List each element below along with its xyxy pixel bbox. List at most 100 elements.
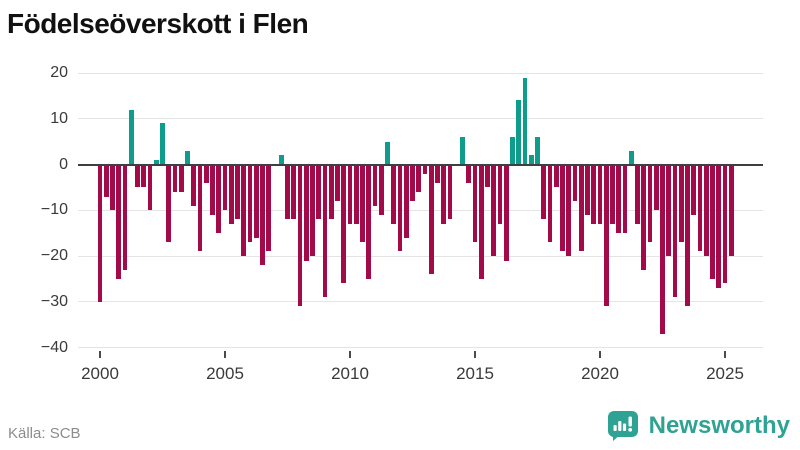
quarter-bar bbox=[147, 164, 153, 211]
quarter-bar bbox=[641, 164, 647, 270]
quarter-bar bbox=[410, 164, 415, 202]
quarter-bar bbox=[328, 164, 334, 220]
x-axis-tick bbox=[724, 351, 726, 358]
gridline bbox=[78, 255, 763, 257]
quarter-bar bbox=[285, 164, 290, 220]
quarter-bar bbox=[603, 164, 609, 307]
quarter-bar bbox=[553, 164, 559, 188]
quarter-bar bbox=[266, 164, 272, 252]
quarter-bar bbox=[516, 100, 522, 165]
x-axis-tick bbox=[349, 351, 351, 358]
quarter-bar bbox=[428, 164, 434, 275]
quarter-bar bbox=[710, 164, 715, 279]
quarter-bar bbox=[622, 164, 628, 234]
quarter-bar bbox=[466, 164, 472, 183]
quarter-bar bbox=[566, 164, 572, 256]
quarter-bar bbox=[503, 164, 509, 261]
quarter-bar bbox=[616, 164, 622, 234]
quarter-bar bbox=[347, 164, 353, 224]
quarter-bar bbox=[728, 164, 734, 256]
quarter-bar bbox=[697, 164, 703, 252]
quarter-bar bbox=[166, 164, 172, 243]
quarter-bar bbox=[191, 164, 197, 206]
quarter-bar bbox=[703, 164, 709, 256]
quarter-bar bbox=[585, 164, 590, 215]
x-axis-tick-label: 2015 bbox=[456, 364, 494, 383]
quarter-bar bbox=[353, 164, 359, 224]
quarter-bar bbox=[560, 164, 565, 252]
y-axis-tick-label: −10 bbox=[40, 201, 68, 219]
source-label: Källa: SCB bbox=[8, 425, 81, 442]
quarter-bar bbox=[478, 164, 484, 279]
newsworthy-bar-chart-icon bbox=[607, 410, 641, 442]
gridline bbox=[78, 301, 763, 303]
quarter-bar bbox=[316, 164, 322, 220]
y-axis-tick-label: −20 bbox=[40, 247, 68, 264]
quarter-bar bbox=[241, 164, 247, 256]
quarter-bar bbox=[322, 164, 328, 298]
quarter-bar bbox=[153, 159, 159, 165]
gridline bbox=[78, 72, 763, 74]
quarter-bar bbox=[341, 164, 347, 284]
quarter-bar bbox=[366, 164, 372, 279]
quarter-bar bbox=[666, 164, 672, 256]
quarter-bar bbox=[485, 164, 490, 188]
quarter-bar bbox=[597, 164, 603, 224]
quarter-bar bbox=[160, 123, 165, 165]
x-axis-tick bbox=[474, 351, 476, 358]
quarter-bar bbox=[722, 164, 728, 284]
y-axis-tick-label: 0 bbox=[59, 155, 68, 173]
quarter-bar bbox=[578, 164, 584, 252]
quarter-bar bbox=[197, 164, 203, 252]
quarter-bar bbox=[178, 164, 184, 192]
quarter-bar bbox=[228, 164, 234, 224]
quarter-bar bbox=[185, 150, 190, 165]
quarter-bar bbox=[128, 109, 134, 165]
quarter-bar bbox=[172, 164, 178, 192]
quarter-bar bbox=[297, 164, 303, 307]
quarter-bar bbox=[678, 164, 684, 243]
gridline bbox=[78, 347, 763, 348]
quarter-bar bbox=[97, 164, 103, 302]
x-axis-tick-label: 2005 bbox=[206, 364, 244, 383]
quarter-bar bbox=[522, 77, 528, 165]
quarter-bar bbox=[335, 164, 340, 202]
x-axis-tick-label: 2010 bbox=[331, 364, 369, 383]
newsworthy-logo: Newsworthy bbox=[607, 410, 790, 442]
zero-line bbox=[78, 163, 763, 166]
quarter-bar bbox=[222, 164, 228, 211]
quarter-bar bbox=[591, 164, 597, 224]
quarter-bar bbox=[447, 164, 453, 220]
x-axis-tick-label: 2020 bbox=[581, 364, 619, 383]
quarter-bar bbox=[385, 141, 390, 165]
quarter-bar bbox=[260, 164, 265, 266]
quarter-bar bbox=[653, 164, 659, 211]
quarter-bar bbox=[235, 164, 240, 220]
y-axis-tick-label: −40 bbox=[40, 338, 68, 356]
quarter-bar bbox=[360, 164, 365, 243]
quarter-bar bbox=[422, 164, 428, 174]
quarter-bar bbox=[135, 164, 140, 188]
quarter-bar bbox=[141, 164, 147, 188]
quarter-bar bbox=[291, 164, 297, 220]
quarter-bar bbox=[435, 164, 440, 183]
gridline bbox=[78, 118, 763, 120]
gridline bbox=[78, 209, 763, 211]
quarter-bar bbox=[247, 164, 253, 243]
quarter-bar bbox=[116, 164, 122, 279]
y-axis-tick-label: −30 bbox=[40, 292, 68, 310]
y-axis-tick-label: 20 bbox=[50, 64, 68, 81]
page-title: Födelseöverskott i Flen bbox=[7, 8, 309, 39]
quarter-bar bbox=[635, 164, 640, 224]
quarter-bar bbox=[497, 164, 503, 224]
quarter-bar bbox=[716, 164, 722, 289]
quarter-bar bbox=[685, 164, 690, 307]
x-axis-tick-label: 2000 bbox=[81, 364, 119, 383]
quarter-bar bbox=[403, 164, 409, 238]
quarter-bar bbox=[528, 155, 534, 165]
quarter-bar bbox=[660, 164, 665, 334]
x-axis-tick bbox=[224, 351, 226, 358]
quarter-bar bbox=[441, 164, 447, 224]
quarter-bar bbox=[253, 164, 259, 238]
